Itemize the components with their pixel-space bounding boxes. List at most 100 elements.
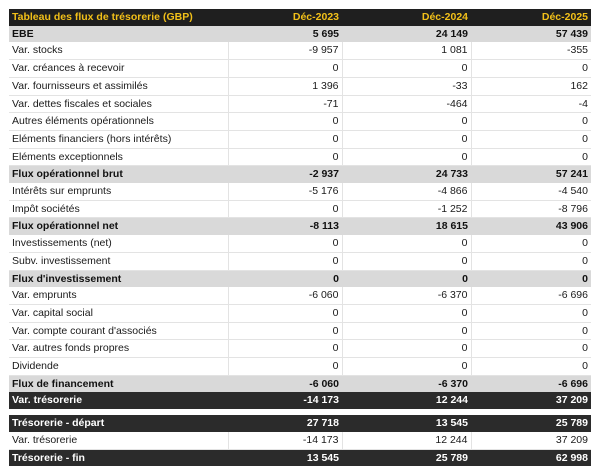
- table-row: Eléments financiers (hors intérêts) 0 0 0: [9, 130, 591, 149]
- row-value: 0: [227, 200, 342, 219]
- row-label: Impôt sociétés: [9, 200, 228, 219]
- table-row: Subv. investissement 0 0 0: [9, 252, 591, 271]
- spacer-cell: [9, 409, 591, 416]
- table-row: Flux opérationnel net -8 113 18 615 43 906: [9, 217, 591, 236]
- table-row: Trésorerie - fin 13 545 25 789 62 998: [9, 449, 591, 466]
- row-value: 13 545: [342, 415, 471, 432]
- row-value: 0: [227, 130, 342, 149]
- table-row: Var. fournisseurs et assimilés 1 396 -33 16…: [9, 77, 591, 96]
- row-label: Var. trésorerie: [9, 431, 228, 450]
- row-label: Intérêts sur emprunts: [9, 183, 228, 201]
- row-value: 62 998: [471, 449, 591, 466]
- row-value: 0: [227, 235, 342, 253]
- row-label: Var. autres fonds propres: [9, 339, 228, 359]
- row-value: 0: [228, 270, 342, 288]
- row-value: 1 396: [227, 77, 342, 96]
- table-row: Var. autres fonds propres 0 0 0: [9, 339, 591, 359]
- row-value: 0: [227, 112, 342, 131]
- row-label: Flux opérationnel net: [9, 217, 228, 236]
- row-value: -9 957: [227, 42, 342, 61]
- table-row: Var. trésorerie -14 173 12 244 37 209: [9, 431, 591, 450]
- row-value: 0: [341, 59, 471, 78]
- row-value: 0: [341, 235, 471, 253]
- row-value: 0: [470, 235, 591, 253]
- row-value: 25 789: [471, 415, 591, 432]
- row-value: 0: [470, 357, 591, 376]
- row-value: 12 244: [342, 392, 471, 410]
- row-value: 0: [341, 357, 471, 376]
- table-row: Flux de financement -6 060 -6 370 -6 696: [9, 375, 591, 393]
- row-label: Var. emprunts: [9, 287, 228, 305]
- row-value: -8 796: [470, 200, 591, 219]
- row-value: 25 789: [342, 449, 471, 466]
- table-row: EBE 5 695 24 149 57 439: [9, 25, 591, 43]
- row-value: 0: [471, 270, 591, 288]
- row-value: 0: [227, 59, 342, 78]
- row-value: -464: [341, 95, 471, 114]
- table-body: EBE 5 695 24 149 57 439 Var. stocks -9 957 1 0…: [9, 25, 591, 466]
- cash-flow-table-container: Tableau des flux de trésorerie (GBP) Déc…: [9, 9, 591, 466]
- table-row: Var. capital social 0 0 0: [9, 304, 591, 323]
- table-row: Impôt sociétés 0 -1 252 -8 796: [9, 200, 591, 219]
- table-row: Eléments exceptionnels 0 0 0: [9, 148, 591, 167]
- row-value: -14 173: [227, 431, 342, 450]
- row-value: -1 252: [341, 200, 471, 219]
- row-value: -355: [470, 42, 591, 61]
- row-value: 0: [470, 339, 591, 359]
- row-value: 0: [341, 112, 471, 131]
- row-value: 0: [227, 322, 342, 341]
- row-value: -6 370: [341, 287, 471, 305]
- row-label: Var. capital social: [9, 304, 228, 323]
- row-value: 0: [227, 304, 342, 323]
- row-value: -6 696: [471, 375, 591, 393]
- row-label: EBE: [9, 25, 228, 43]
- row-value: -4: [470, 95, 591, 114]
- row-label: Var. dettes fiscales et sociales: [9, 95, 228, 114]
- row-label: Var. compte courant d'associés: [9, 322, 228, 341]
- row-label: Eléments financiers (hors intérêts): [9, 130, 228, 149]
- row-value: 24 733: [342, 165, 471, 184]
- row-value: -4 866: [341, 183, 471, 201]
- table-row: Intérêts sur emprunts -5 176 -4 866 -4 540: [9, 183, 591, 201]
- cash-flow-table: Tableau des flux de trésorerie (GBP) Déc…: [9, 9, 591, 466]
- table-header-row: Tableau des flux de trésorerie (GBP) Déc…: [9, 9, 591, 26]
- row-label: Var. trésorerie: [9, 392, 228, 410]
- row-label: Var. stocks: [9, 42, 228, 61]
- row-value: 18 615: [342, 217, 471, 236]
- row-value: 0: [470, 322, 591, 341]
- row-value: 57 241: [471, 165, 591, 184]
- row-value: 0: [227, 339, 342, 359]
- row-value: -6 060: [228, 375, 342, 393]
- row-value: 0: [341, 339, 471, 359]
- row-label: Flux d'investissement: [9, 270, 228, 288]
- row-value: 0: [227, 148, 342, 167]
- row-value: 0: [341, 130, 471, 149]
- row-label: Trésorerie - fin: [9, 449, 228, 466]
- table-row: Var. emprunts -6 060 -6 370 -6 696: [9, 287, 591, 305]
- table-row: Var. compte courant d'associés 0 0 0: [9, 322, 591, 341]
- row-value: 0: [470, 112, 591, 131]
- row-label: Flux de financement: [9, 375, 228, 393]
- table-row: Autres éléments opérationnels 0 0 0: [9, 112, 591, 131]
- table-row: Flux d'investissement 0 0 0: [9, 270, 591, 288]
- row-label: Investissements (net): [9, 235, 228, 253]
- row-value: 5 695: [228, 25, 342, 43]
- table-spacer-row: [9, 409, 591, 416]
- row-value: -8 113: [228, 217, 342, 236]
- row-value: 27 718: [228, 415, 342, 432]
- row-value: 1 081: [341, 42, 471, 61]
- row-value: 43 906: [471, 217, 591, 236]
- row-value: 24 149: [342, 25, 471, 43]
- column-header-dec-2023: Déc-2023: [228, 9, 342, 26]
- table-row: Flux opérationnel brut -2 937 24 733 57 241: [9, 165, 591, 184]
- row-value: -5 176: [227, 183, 342, 201]
- row-value: 0: [470, 148, 591, 167]
- row-value: 13 545: [228, 449, 342, 466]
- row-value: 37 209: [470, 431, 591, 450]
- row-value: 0: [341, 252, 471, 271]
- row-value: 0: [470, 130, 591, 149]
- table-row: Investissements (net) 0 0 0: [9, 235, 591, 253]
- row-label: Autres éléments opérationnels: [9, 112, 228, 131]
- row-value: 162: [470, 77, 591, 96]
- table-row: Trésorerie - départ 27 718 13 545 25 789: [9, 415, 591, 432]
